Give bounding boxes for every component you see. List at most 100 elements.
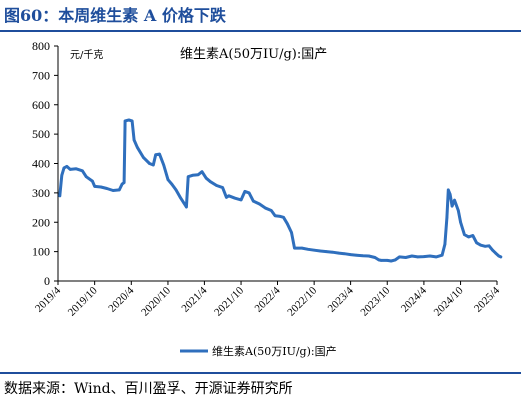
data-point bbox=[186, 175, 190, 178]
legend-label: 维生素A(50万IU/g):国产 bbox=[212, 344, 337, 358]
data-point bbox=[448, 193, 452, 196]
data-point bbox=[422, 255, 426, 258]
data-point bbox=[471, 234, 475, 237]
data-point bbox=[264, 206, 268, 210]
x-tick-label: 2022/4 bbox=[253, 284, 283, 314]
data-point bbox=[386, 259, 389, 262]
data-point bbox=[300, 246, 304, 250]
y-tick-label: 0 bbox=[44, 274, 50, 288]
y-tick-label: 800 bbox=[32, 39, 50, 53]
data-point bbox=[377, 258, 381, 262]
data-point bbox=[91, 179, 94, 183]
data-point bbox=[279, 215, 282, 218]
data-point bbox=[152, 163, 155, 167]
data-point bbox=[450, 204, 454, 208]
data-point bbox=[428, 254, 432, 258]
y-tick-label: 700 bbox=[32, 68, 50, 82]
data-point bbox=[58, 194, 62, 198]
y-tick-label: 500 bbox=[32, 127, 50, 141]
data-point bbox=[60, 174, 64, 177]
data-point bbox=[185, 205, 188, 209]
data-point bbox=[487, 244, 491, 248]
data-point bbox=[325, 250, 328, 253]
data-point bbox=[355, 253, 358, 257]
data-point bbox=[389, 259, 393, 263]
data-point bbox=[445, 216, 449, 220]
data-point bbox=[457, 209, 460, 212]
data-point bbox=[343, 252, 346, 255]
data-point bbox=[475, 241, 478, 245]
data-point bbox=[410, 254, 414, 258]
data-point bbox=[416, 255, 420, 259]
data-point bbox=[225, 196, 228, 199]
source-rule bbox=[0, 372, 521, 374]
data-point bbox=[182, 201, 186, 205]
data-point bbox=[239, 198, 243, 202]
data-point bbox=[252, 199, 255, 203]
data-point bbox=[367, 254, 371, 258]
x-tick-label: 2025/4 bbox=[472, 284, 502, 314]
y-tick-label: 600 bbox=[32, 98, 50, 112]
data-point bbox=[270, 209, 273, 212]
data-point bbox=[312, 248, 316, 252]
data-point bbox=[494, 251, 497, 255]
data-point bbox=[132, 138, 136, 142]
data-point bbox=[158, 152, 161, 156]
data-point bbox=[154, 153, 157, 156]
series-annotation: 维生素A(50万IU/g):国产 bbox=[180, 47, 327, 62]
data-point bbox=[162, 163, 165, 167]
data-point bbox=[379, 259, 383, 262]
data-point bbox=[227, 194, 231, 198]
data-point bbox=[398, 255, 401, 259]
x-tick-label: 2021/4 bbox=[179, 284, 209, 314]
data-point bbox=[443, 243, 447, 246]
data-point bbox=[93, 185, 96, 188]
y-tick-label: 200 bbox=[32, 215, 50, 229]
x-tick-label: 2022/10 bbox=[285, 284, 319, 318]
data-point bbox=[331, 250, 334, 254]
data-point bbox=[191, 174, 194, 177]
data-point bbox=[122, 181, 126, 184]
y-tick-label: 300 bbox=[32, 186, 50, 200]
data-point bbox=[337, 251, 341, 255]
data-point bbox=[459, 221, 462, 224]
page-title: 图60：本周维生素 A 价格下跌 bbox=[4, 6, 226, 25]
x-tick-label: 2021/10 bbox=[212, 284, 246, 318]
title-rule bbox=[0, 30, 521, 32]
x-tick-label: 2019/10 bbox=[66, 284, 100, 318]
data-point bbox=[247, 191, 251, 195]
data-point bbox=[319, 249, 322, 253]
data-point bbox=[99, 185, 103, 189]
data-point bbox=[196, 173, 200, 176]
data-point bbox=[404, 256, 408, 259]
data-point bbox=[84, 175, 88, 178]
data-point bbox=[148, 162, 151, 165]
data-point bbox=[453, 198, 456, 202]
data-point bbox=[136, 146, 139, 149]
data-point bbox=[361, 254, 365, 257]
y-tick-label: 400 bbox=[32, 157, 50, 171]
source-note: 数据来源：Wind、百川盈孚、开源证券研究所 bbox=[4, 381, 293, 397]
data-point bbox=[467, 235, 470, 239]
y-axis-unit-label: 元/千克 bbox=[70, 49, 103, 61]
data-point bbox=[130, 119, 134, 123]
data-point bbox=[447, 188, 450, 192]
data-point bbox=[282, 216, 285, 219]
data-point bbox=[306, 248, 310, 251]
data-point bbox=[174, 188, 178, 192]
data-point bbox=[293, 246, 296, 250]
data-point bbox=[440, 253, 444, 257]
data-point bbox=[258, 202, 261, 206]
x-tick-label: 2019/4 bbox=[33, 284, 63, 314]
data-point bbox=[273, 214, 277, 218]
data-point bbox=[74, 167, 78, 171]
data-point bbox=[290, 231, 293, 234]
data-point bbox=[463, 233, 466, 236]
data-point bbox=[166, 178, 170, 181]
data-point bbox=[209, 180, 212, 183]
series-line bbox=[58, 118, 503, 263]
data-point bbox=[434, 255, 438, 259]
x-tick-label: 2020/10 bbox=[139, 284, 173, 318]
data-point bbox=[243, 190, 247, 193]
data-point bbox=[286, 222, 289, 225]
